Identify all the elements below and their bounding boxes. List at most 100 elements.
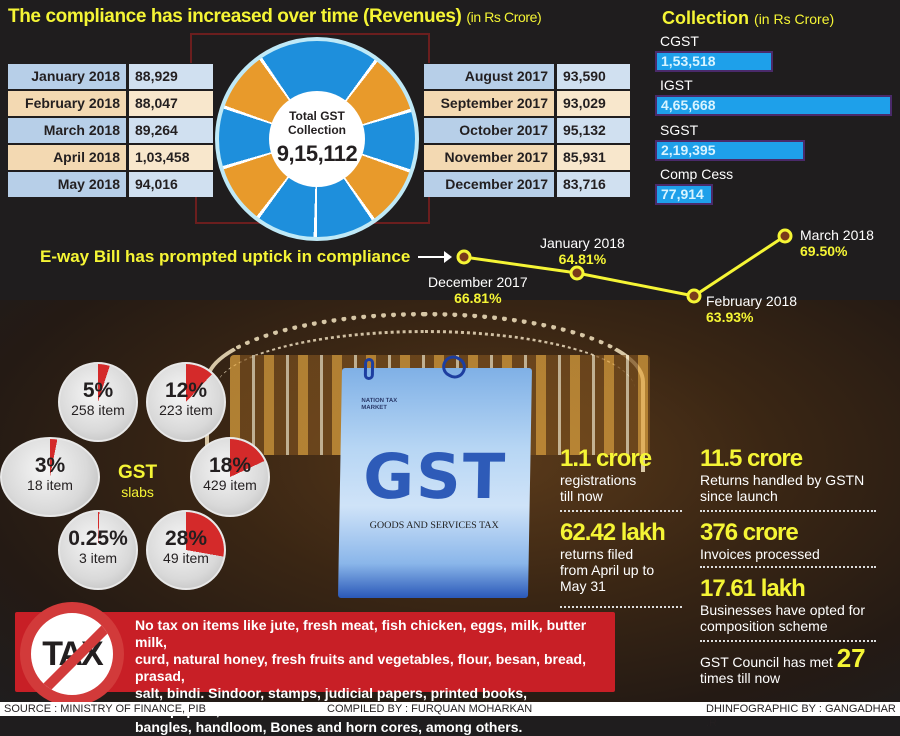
coin-pct: 28% [164, 527, 208, 550]
point-month: December 2017 [428, 274, 528, 290]
collection-bar: 1,53,518 [655, 51, 773, 72]
fact-text: Businesses have opted for [700, 602, 865, 618]
point-pct: 63.93% [706, 309, 754, 325]
page-title: The compliance has increased over time (… [8, 6, 542, 28]
fact-council: GST Council has met 27 times till now [700, 645, 866, 686]
point-pct: 69.50% [800, 243, 848, 259]
fact-text: GST Council has met [700, 654, 833, 670]
fact-composition: 17.61 lakh Businesses have opted for com… [700, 575, 865, 635]
table-row: May 2018 94,016 [8, 172, 213, 197]
donut-total: 9,15,112 [276, 141, 358, 166]
eway-line-chart [456, 228, 793, 304]
month-cell: March 2018 [8, 118, 126, 143]
value-cell: 83,716 [557, 172, 630, 197]
point-label-jan: January 2018 64.81% [540, 235, 625, 267]
divider [560, 510, 682, 512]
coin-wedge [148, 364, 224, 440]
month-cell: September 2017 [424, 91, 554, 116]
no-tax-line: curd, natural honey, fresh fruits and ve… [135, 651, 586, 684]
point-pct: 64.81% [558, 251, 607, 267]
collection-label: SGST [660, 122, 699, 138]
collection-label: IGST [660, 77, 693, 93]
point-month: January 2018 [540, 235, 625, 251]
fact-value: 376 crore [700, 519, 799, 546]
month-cell: December 2017 [424, 172, 554, 197]
month-cell: January 2018 [8, 64, 126, 89]
point-label-feb: February 2018 63.93% [706, 293, 797, 325]
fact-value: 17.61 lakh [700, 575, 806, 602]
table-row: November 2017 85,931 [424, 145, 630, 170]
donut-center: Total GST Collection 9,15,112 [269, 91, 365, 187]
fact-text: times till now [700, 670, 781, 686]
table-row: September 2017 93,029 [424, 91, 630, 116]
no-tax-line: No tax on items like jute, fresh meat, f… [135, 617, 587, 650]
slabs-subtitle: slabs [121, 484, 154, 500]
table-row: January 2018 88,929 [8, 64, 213, 89]
eway-line [463, 234, 786, 298]
fact-text: composition scheme [700, 618, 828, 634]
connector-frame-left [190, 33, 192, 63]
slab-coin-28: 28% 49 item [146, 510, 226, 590]
fact-text: since launch [700, 488, 778, 504]
collection-title: Collection (in Rs Crore) [662, 8, 834, 29]
coin-wedge [60, 512, 136, 588]
collection-bar: 77,914 [655, 184, 713, 205]
value-cell: 94,016 [129, 172, 213, 197]
footer-credit: DHINFOGRAPHIC BY : GANGADHAR .R [706, 703, 896, 729]
total-gst-donut: Total GST Collection 9,15,112 [215, 37, 419, 241]
slab-coin-12: 12% 223 item [146, 362, 226, 442]
collection-item-sgst: SGST 2,19,395 [655, 122, 805, 161]
connector-frame-right-bottom [428, 196, 430, 224]
month-cell: May 2018 [8, 172, 126, 197]
fact-registrations: 1.1 crore registrations till now [560, 445, 652, 505]
fact-value: 27 [836, 643, 866, 673]
table-row: October 2017 95,132 [424, 118, 630, 143]
coin-pct: 0.25% [68, 527, 128, 550]
data-point-marker [569, 265, 585, 281]
collection-title-text: Collection [662, 8, 750, 28]
data-point-marker [456, 249, 472, 265]
month-cell: November 2017 [424, 145, 554, 170]
coin-items: 258 item [71, 402, 125, 418]
fact-text: registrations [560, 472, 637, 488]
revenue-table-right: August 2017 93,590 September 2017 93,029 O… [424, 64, 630, 199]
connector-frame-right [428, 33, 430, 63]
bag-handle [363, 358, 375, 380]
coin-pct: 18% [208, 454, 252, 477]
slab-coin-5: 5% 258 item [58, 362, 138, 442]
fact-text: May 31 [560, 578, 606, 594]
coin-pct: 5% [82, 379, 114, 402]
parliament-arch-inner [215, 330, 635, 470]
gst-slabs-label: GST slabs [118, 462, 157, 500]
collection-unit: (in Rs Crore) [754, 11, 835, 27]
fact-text: Returns handled by GSTN [700, 472, 865, 488]
table-row: December 2017 83,716 [424, 172, 630, 197]
coin-wedge [148, 512, 224, 588]
fact-value: 1.1 crore [560, 445, 652, 472]
value-cell: 93,029 [557, 91, 630, 116]
slab-coin-3: 3% 18 item [0, 437, 100, 517]
fact-invoices: 376 crore Invoices processed [700, 519, 820, 563]
donut-label-line1: Total GST [289, 109, 345, 123]
title-unit: (in Rs Crore) [466, 9, 542, 25]
fact-returns-filed: 62.42 lakh returns filed from April up t… [560, 520, 666, 595]
bag-subtitle: GOODS AND SERVICES TAX [369, 520, 499, 531]
collection-item-igst: IGST 4,65,668 [655, 77, 892, 116]
coin-pct: 3% [34, 454, 66, 477]
value-cell: 88,047 [129, 91, 213, 116]
gst-bag-image: NATION TAX MARKET GST GOODS AND SERVICES… [337, 351, 533, 598]
month-cell: April 2018 [8, 145, 126, 170]
value-cell: 89,264 [129, 118, 213, 143]
coin-wedge [2, 439, 98, 515]
no-tax-icon: TAX [20, 602, 124, 706]
collection-bar: 4,65,668 [655, 95, 892, 116]
fact-value: 11.5 crore [700, 445, 803, 472]
slabs-title: GST [118, 462, 158, 483]
point-month: March 2018 [800, 227, 874, 243]
footer-compiled: COMPILED BY : FURQUAN MOHARKAN [327, 703, 533, 715]
fact-text: till now [560, 488, 603, 504]
value-cell: 88,929 [129, 64, 213, 89]
coin-items: 429 item [203, 477, 257, 493]
coin-wedge [60, 364, 136, 440]
value-cell: 1,03,458 [129, 145, 213, 170]
